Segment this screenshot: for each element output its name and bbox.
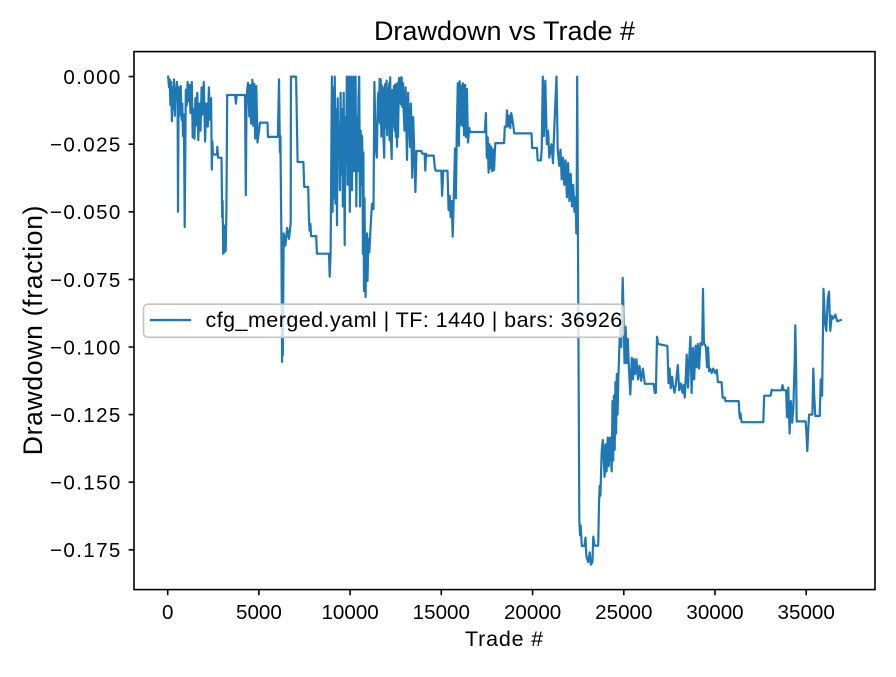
- svg-text:−0.175: −0.175: [50, 539, 122, 562]
- svg-text:15000: 15000: [413, 601, 470, 624]
- svg-text:35000: 35000: [778, 601, 835, 624]
- svg-text:10000: 10000: [321, 601, 378, 624]
- svg-text:−0.150: −0.150: [50, 472, 122, 495]
- svg-text:−0.025: −0.025: [50, 134, 122, 157]
- svg-text:0: 0: [162, 601, 173, 624]
- svg-text:Drawdown (fraction): Drawdown (fraction): [18, 205, 48, 455]
- svg-text:0.000: 0.000: [63, 66, 121, 89]
- svg-text:Trade #: Trade #: [465, 627, 544, 651]
- svg-text:−0.075: −0.075: [50, 269, 122, 292]
- svg-text:5000: 5000: [236, 601, 282, 624]
- svg-text:−0.050: −0.050: [50, 201, 122, 224]
- svg-text:−0.125: −0.125: [50, 404, 122, 427]
- svg-text:30000: 30000: [686, 601, 743, 624]
- svg-text:25000: 25000: [595, 601, 652, 624]
- svg-text:−0.100: −0.100: [50, 336, 122, 359]
- svg-text:Drawdown vs Trade #: Drawdown vs Trade #: [374, 16, 635, 46]
- svg-text:20000: 20000: [504, 601, 561, 624]
- svg-text:cfg_merged.yaml | TF: 1440 | b: cfg_merged.yaml | TF: 1440 | bars: 36926: [206, 308, 623, 332]
